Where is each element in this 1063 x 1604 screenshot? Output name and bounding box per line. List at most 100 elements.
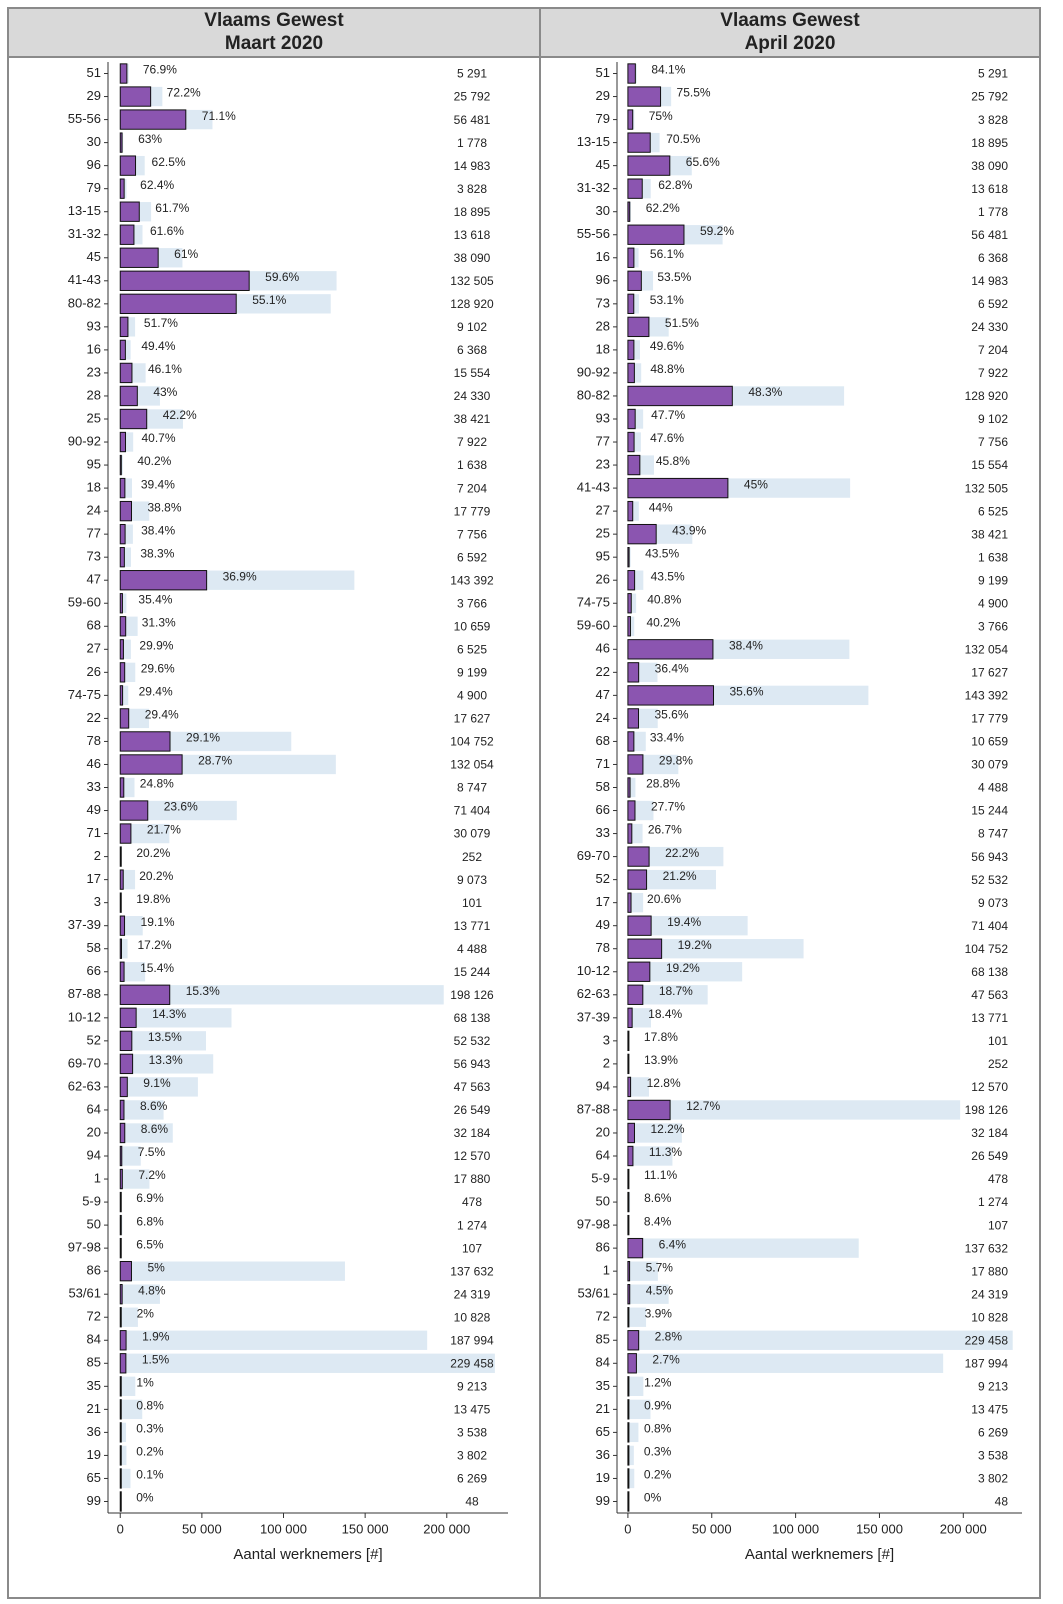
share-bar bbox=[119, 1330, 127, 1351]
total-label: 38 421 bbox=[971, 527, 1008, 541]
category-label: 94 bbox=[87, 1147, 101, 1162]
share-label: 53.5% bbox=[657, 270, 691, 284]
total-bar bbox=[120, 1353, 495, 1373]
total-bar bbox=[627, 985, 708, 1005]
total-label: 5 291 bbox=[978, 67, 1008, 81]
share-label: 0.3% bbox=[644, 1445, 672, 1459]
share-label: 20.2% bbox=[136, 846, 170, 860]
share-label: 38.3% bbox=[140, 546, 174, 560]
share-label: 8.4% bbox=[644, 1214, 672, 1228]
share-bar bbox=[627, 1237, 644, 1259]
share-bar bbox=[119, 454, 122, 476]
share-bar bbox=[627, 293, 635, 315]
total-label: 4 488 bbox=[978, 781, 1008, 795]
share-bar bbox=[627, 1376, 630, 1397]
share-label: 56.1% bbox=[650, 247, 684, 261]
share-label: 49.6% bbox=[650, 339, 684, 353]
total-label: 15 244 bbox=[454, 965, 491, 979]
total-bar bbox=[120, 1422, 127, 1443]
total-label: 38 421 bbox=[454, 412, 491, 426]
total-label: 9 102 bbox=[457, 320, 487, 334]
share-bar bbox=[119, 132, 123, 153]
share-bar bbox=[119, 224, 135, 245]
share-label: 19.8% bbox=[136, 892, 170, 906]
header bbox=[7, 7, 1041, 58]
share-label: 20.2% bbox=[139, 869, 173, 883]
category-label: 1 bbox=[603, 1263, 610, 1278]
share-label: 2.8% bbox=[655, 1329, 683, 1343]
share-label: 61.7% bbox=[155, 201, 189, 215]
share-label: 19.2% bbox=[666, 961, 700, 975]
share-label: 12.8% bbox=[647, 1076, 681, 1090]
share-label: 0.9% bbox=[644, 1399, 672, 1413]
share-label: 71.1% bbox=[202, 109, 236, 123]
share-bar bbox=[119, 362, 133, 384]
total-label: 10 659 bbox=[971, 735, 1008, 749]
x-tick-label: 100 000 bbox=[260, 1521, 307, 1536]
total-label: 13 771 bbox=[971, 1011, 1008, 1025]
share-bar bbox=[627, 1353, 637, 1374]
share-label: 48.3% bbox=[748, 385, 782, 399]
category-label: 84 bbox=[596, 1355, 610, 1370]
share-label: 1.5% bbox=[142, 1352, 170, 1366]
x-tick-label: 50 000 bbox=[692, 1521, 732, 1536]
category-label: 21 bbox=[87, 1401, 101, 1416]
share-bar bbox=[119, 247, 159, 268]
total-label: 9 213 bbox=[978, 1379, 1008, 1393]
share-bar bbox=[119, 869, 124, 890]
share-label: 38.4% bbox=[729, 638, 763, 652]
share-bar bbox=[627, 915, 652, 936]
share-bar bbox=[119, 1307, 122, 1328]
total-label: 101 bbox=[462, 896, 482, 910]
share-bar bbox=[627, 1468, 630, 1489]
total-label: 143 392 bbox=[450, 573, 494, 587]
share-bar bbox=[627, 938, 663, 959]
share-bar bbox=[119, 339, 126, 361]
total-label: 68 138 bbox=[971, 965, 1008, 979]
total-bar bbox=[120, 1054, 214, 1074]
total-label: 56 943 bbox=[454, 1057, 491, 1071]
share-label: 38.8% bbox=[148, 500, 182, 514]
share-label: 45% bbox=[744, 477, 768, 491]
share-bar bbox=[119, 1422, 122, 1443]
total-label: 198 126 bbox=[450, 988, 494, 1002]
category-label: 90-92 bbox=[577, 364, 610, 379]
total-label: 107 bbox=[988, 1218, 1008, 1232]
total-label: 71 404 bbox=[971, 919, 1008, 933]
category-label: 59-60 bbox=[68, 595, 101, 610]
category-label: 27 bbox=[87, 641, 101, 656]
total-label: 6 592 bbox=[457, 550, 487, 564]
x-tick-label: 50 000 bbox=[182, 1521, 222, 1536]
total-label: 137 632 bbox=[450, 1264, 494, 1278]
share-label: 43.5% bbox=[645, 546, 679, 560]
share-label: 14.3% bbox=[152, 1007, 186, 1021]
share-label: 5% bbox=[147, 1260, 165, 1274]
total-label: 18 895 bbox=[454, 205, 491, 219]
total-label: 9 102 bbox=[978, 412, 1008, 426]
category-label: 68 bbox=[596, 733, 610, 748]
x-tick-label: 100 000 bbox=[772, 1521, 819, 1536]
share-bar bbox=[119, 316, 129, 338]
x-tick-label: 200 000 bbox=[940, 1521, 987, 1536]
share-label: 4.8% bbox=[138, 1283, 166, 1297]
category-label: 59-60 bbox=[577, 618, 610, 633]
total-label: 3 828 bbox=[457, 182, 487, 196]
total-label: 48 bbox=[465, 1495, 479, 1509]
share-label: 18.7% bbox=[659, 984, 693, 998]
category-label: 5-9 bbox=[82, 1194, 101, 1209]
category-label: 64 bbox=[596, 1147, 610, 1162]
category-label: 66 bbox=[87, 963, 101, 978]
category-label: 29 bbox=[87, 88, 101, 103]
category-label: 87-88 bbox=[68, 986, 101, 1001]
category-label: 64 bbox=[87, 1101, 101, 1116]
share-bar bbox=[627, 1030, 630, 1052]
share-bar bbox=[119, 201, 140, 222]
share-bar bbox=[627, 1099, 671, 1121]
total-label: 26 549 bbox=[971, 1149, 1008, 1163]
total-bar bbox=[120, 1261, 345, 1281]
category-label: 41-43 bbox=[68, 272, 101, 287]
total-bar bbox=[120, 1077, 198, 1097]
share-bar bbox=[627, 1284, 631, 1305]
total-bar bbox=[627, 616, 635, 636]
share-label: 21.7% bbox=[147, 823, 181, 837]
